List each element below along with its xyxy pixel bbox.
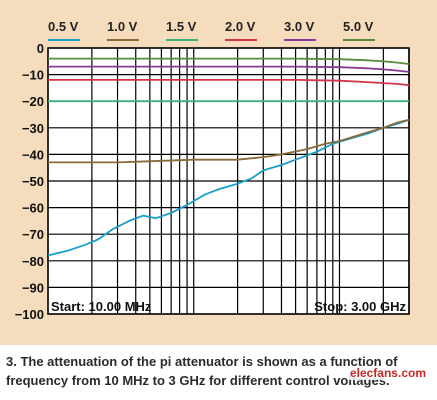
y-tick-label: 0: [37, 41, 44, 56]
legend-label: 3.0 V: [284, 19, 315, 34]
y-tick-label: −40: [22, 147, 44, 162]
y-tick-label: −80: [22, 254, 44, 269]
attenuation-chart: 0 −10 −20 −30 −40 −50 −60 −70 −80 −90 −100 0.5 V 1.0…: [15, 19, 410, 322]
series-line: [48, 118, 410, 164]
y-tick-label: −100: [15, 307, 44, 322]
legend-label: 1.5 V: [166, 19, 197, 34]
chart-frame: 0 −10 −20 −30 −40 −50 −60 −70 −80 −90 −100 0.5 V 1.0…: [0, 0, 437, 345]
series-line: [48, 57, 410, 65]
watermark-text: elecfans.com: [346, 366, 429, 380]
legend-label: 5.0 V: [343, 19, 374, 34]
y-tick-label: −60: [22, 201, 44, 216]
y-tick-label: −90: [22, 280, 44, 295]
legend-label: 0.5 V: [48, 19, 79, 34]
y-tick-label: −50: [22, 174, 44, 189]
stop-frequency-label: Stop: 3.00 GHz: [314, 299, 406, 314]
series-line: [47, 118, 410, 257]
legend-label: 2.0 V: [225, 19, 256, 34]
legend-label: 1.0 V: [107, 19, 138, 34]
start-frequency-label: Start: 10.00 MHz: [51, 299, 152, 314]
y-tick-label: −10: [22, 68, 44, 83]
y-tick-label: −30: [22, 121, 44, 136]
series-line: [48, 65, 410, 73]
plot-border: [47, 47, 410, 315]
figure-caption: 3. The attenuation of the pi attenuator …: [6, 354, 398, 388]
y-tick-label: −70: [22, 227, 44, 242]
y-tick-label: −20: [22, 94, 44, 109]
series-line: [48, 79, 410, 87]
